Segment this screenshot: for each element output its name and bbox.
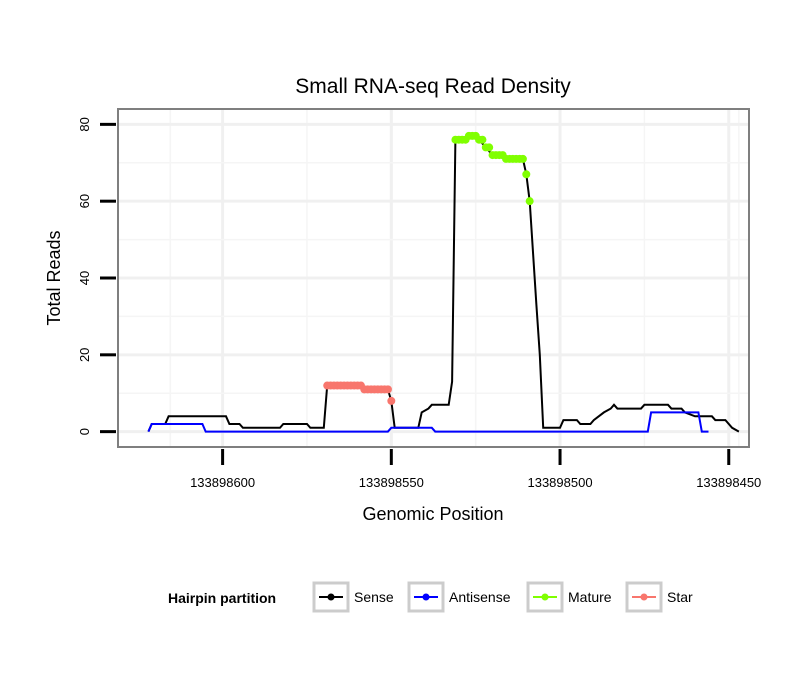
y-tick-label: 20 xyxy=(77,348,92,362)
legend-label: Antisense xyxy=(449,589,511,605)
y-tick-label: 60 xyxy=(77,194,92,208)
x-axis: 133898600 133898550 133898500 133898450 xyxy=(190,449,761,490)
x-tick-label: 133898500 xyxy=(527,475,592,490)
legend-key-point xyxy=(422,593,430,601)
legend-label: Sense xyxy=(354,589,394,605)
antisense-series-line xyxy=(147,411,709,433)
mature-point xyxy=(478,135,487,144)
mature-point xyxy=(525,197,534,206)
legend-title: Hairpin partition xyxy=(168,590,276,606)
y-tick-label: 40 xyxy=(77,271,92,285)
y-axis-title: Total Reads xyxy=(44,230,64,325)
mature-point xyxy=(518,154,527,163)
legend-item-antisense: Antisense xyxy=(407,581,511,613)
mature-point xyxy=(485,143,494,152)
y-axis: 0 20 40 60 80 xyxy=(77,117,116,435)
chart-title: Small RNA-seq Read Density xyxy=(295,75,571,98)
legend-item-sense: Sense xyxy=(312,581,394,613)
legend-item-star: Star xyxy=(625,581,693,613)
y-tick-label: 0 xyxy=(77,428,92,435)
legend-key-point xyxy=(640,593,648,601)
legend: Hairpin partition Sense Antisense Mature St… xyxy=(168,581,693,613)
mature-point xyxy=(522,170,531,179)
legend-label: Mature xyxy=(568,589,612,605)
x-tick-label: 133898450 xyxy=(696,475,761,490)
legend-key-point xyxy=(541,593,549,601)
star-point xyxy=(383,385,392,394)
x-tick-label: 133898600 xyxy=(190,475,255,490)
x-tick-label: 133898550 xyxy=(359,475,424,490)
legend-key-point xyxy=(327,593,335,601)
series-layer xyxy=(147,131,740,433)
legend-item-mature: Mature xyxy=(526,581,612,613)
plot-border xyxy=(117,108,750,448)
x-axis-title: Genomic Position xyxy=(362,504,503,524)
y-tick-label: 80 xyxy=(77,117,92,131)
legend-label: Star xyxy=(667,589,693,605)
star-point xyxy=(387,396,396,405)
